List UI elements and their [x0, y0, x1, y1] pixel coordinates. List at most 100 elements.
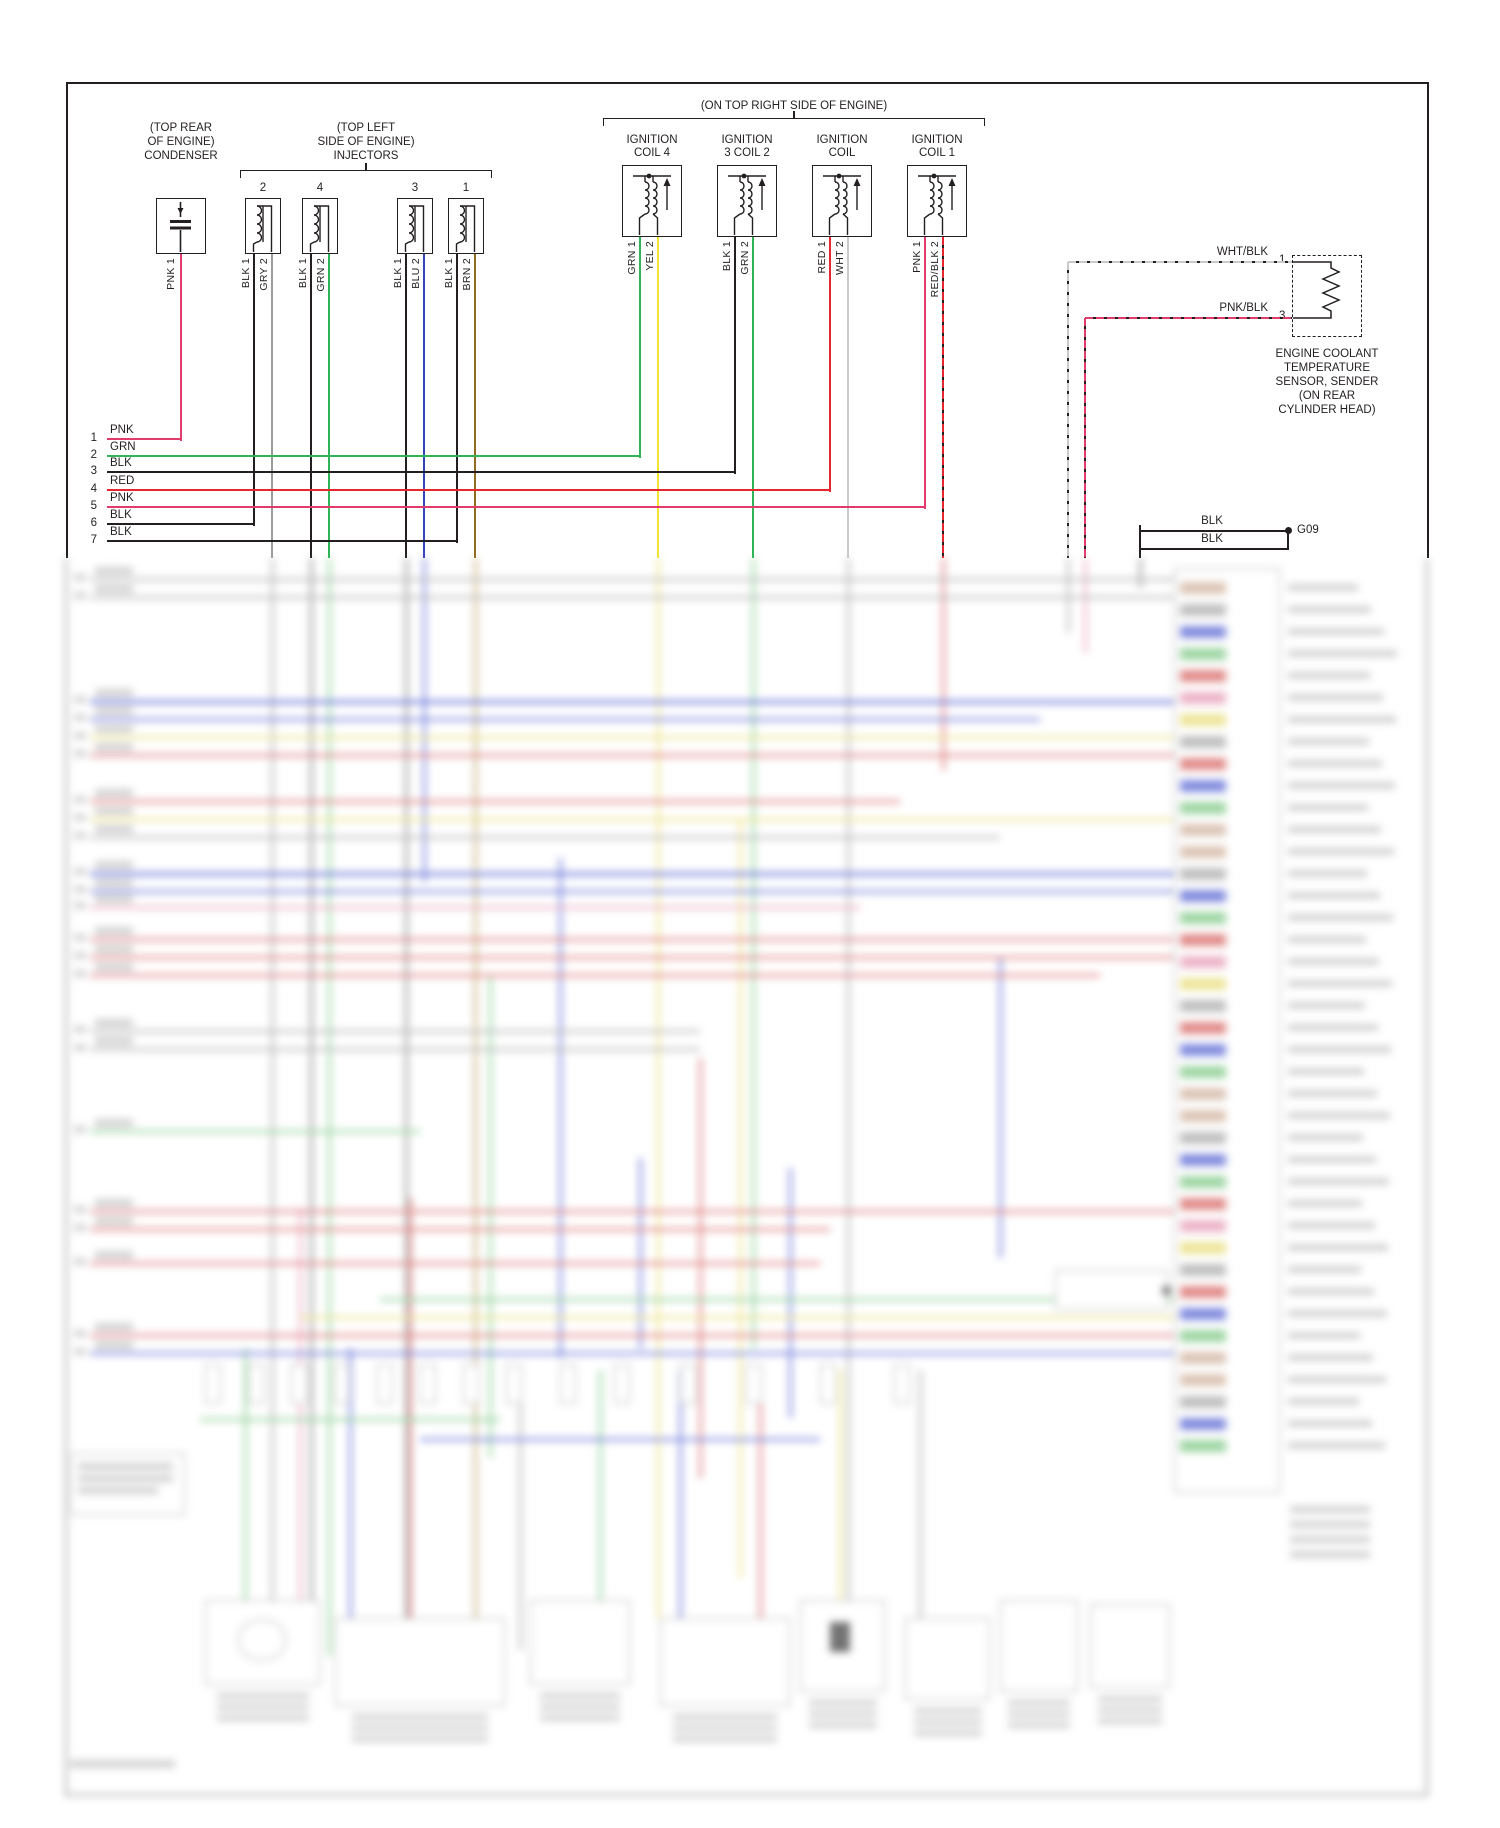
injectors-header-line3: INJECTORS	[333, 150, 399, 162]
blur-wire-label	[95, 585, 133, 593]
ground-bus	[1287, 530, 1290, 550]
blur-wire-h	[90, 906, 860, 909]
wire-wht	[846, 237, 850, 558]
row-color-label: GRN	[110, 441, 136, 453]
blur-pin-label	[1288, 848, 1394, 855]
condenser-location-line2: OF ENGINE)	[147, 136, 215, 148]
blur-component-box	[1090, 1604, 1170, 1688]
blur-wire-v	[404, 558, 408, 1664]
blur-wire-v	[678, 1370, 682, 1650]
blur-pin-label	[1288, 1398, 1359, 1405]
coil-pin1-label: BLK 1	[721, 241, 733, 272]
blur-wire-h	[380, 1298, 1174, 1301]
blur-row-number	[74, 714, 86, 721]
wire-blk	[455, 254, 459, 543]
blur-inline-connector	[894, 1364, 910, 1404]
row-number: 3	[90, 465, 97, 477]
coolant-wire2-pin: 3	[1279, 310, 1285, 323]
blur-note-line	[78, 1475, 173, 1482]
blur-ecm-note	[1290, 1521, 1370, 1528]
blur-wire-v	[788, 1168, 792, 1418]
blur-wire-h	[90, 956, 1174, 959]
blur-pin-label	[1288, 1442, 1385, 1449]
blur-pin-chip	[1180, 1198, 1226, 1210]
page-border-left	[66, 82, 68, 558]
blur-wire-label	[95, 895, 133, 903]
blur-row-number	[74, 1348, 86, 1355]
condenser-box	[156, 198, 206, 254]
blur-pin-chip	[1180, 802, 1226, 814]
blur-wire-label	[95, 707, 133, 715]
blur-row-number	[74, 1026, 86, 1033]
blur-inline-connector	[420, 1364, 436, 1404]
blur-wire-v	[941, 558, 945, 770]
blur-wire-h	[90, 754, 1174, 757]
blur-wire-label	[95, 1037, 133, 1045]
ignition-coil-icon	[633, 173, 671, 235]
blur-pin-label	[1288, 1002, 1365, 1009]
blur-wire-label	[95, 1199, 133, 1207]
blur-component-caption	[540, 1704, 620, 1710]
blur-row-number	[74, 750, 86, 757]
coil-name-line2: COIL 4	[633, 147, 671, 159]
row-color-label: RED	[110, 475, 135, 487]
blurred-lower-diagram-region	[0, 558, 1500, 1803]
injector-pin2-label: GRY 2	[258, 258, 270, 291]
blur-row-number	[74, 1044, 86, 1051]
blur-pin-label	[1288, 1244, 1388, 1251]
blur-component-detail	[238, 1620, 286, 1660]
wire-row-pnk	[107, 505, 926, 509]
row-number: 4	[90, 483, 97, 495]
blur-wire-v	[918, 1370, 922, 1650]
condenser-pin-label: PNK 1	[165, 258, 177, 290]
injector-number: 3	[411, 182, 419, 194]
blur-pin-label	[1288, 1266, 1361, 1273]
injector-pin1-label: BLK 1	[297, 258, 309, 289]
blur-wire-h	[90, 736, 1174, 739]
coolant-name-line2: TEMPERATURE	[1283, 362, 1371, 374]
blur-wire-label	[95, 1217, 133, 1225]
blur-inline-connector	[560, 1364, 576, 1404]
wire-blu	[422, 254, 426, 558]
blur-pin-label	[1288, 1046, 1391, 1053]
coolant-sensor-box	[1292, 255, 1362, 337]
blur-component-caption	[1098, 1696, 1162, 1702]
wire-row-blk	[107, 470, 736, 474]
blur-pin-label	[1288, 738, 1369, 745]
blur-wire-v	[1083, 558, 1087, 653]
blur-pin-chip	[1180, 1154, 1226, 1166]
blur-wire-v	[598, 1370, 602, 1650]
coolant-wire1-label: WHT/BLK	[1216, 246, 1268, 258]
blur-row-number	[74, 902, 86, 909]
blur-pin-label	[1288, 892, 1380, 899]
blur-row-number	[74, 886, 86, 893]
coolant-wire1-pin: 1	[1279, 254, 1285, 267]
blur-wire-h	[90, 596, 1174, 599]
coil-name-line1: IGNITION	[626, 134, 678, 146]
blur-component-caption	[913, 1708, 982, 1714]
injectors-brace	[240, 170, 492, 178]
blur-pin-chip	[1180, 1330, 1226, 1342]
blur-pin-label	[1288, 826, 1381, 833]
blur-pin-label	[1288, 1222, 1375, 1229]
blur-pin-chip	[1180, 1110, 1226, 1122]
blur-callout-box	[1055, 1270, 1167, 1310]
blur-wire-label	[95, 1341, 133, 1349]
blur-wire-h	[90, 818, 1174, 821]
blur-wire-h	[90, 800, 900, 803]
wire-row-red	[107, 488, 831, 492]
blur-pin-label	[1288, 1024, 1378, 1031]
blur-wire-v	[656, 558, 660, 1618]
blur-pin-label	[1288, 936, 1366, 943]
blur-row-number	[74, 1224, 86, 1231]
blur-row-number	[74, 934, 86, 941]
row-number: 1	[90, 432, 97, 444]
blur-inline-connector	[463, 1364, 479, 1404]
blur-pin-label	[1288, 1354, 1373, 1361]
ignition-coil-box	[717, 165, 777, 237]
blur-component-caption	[540, 1693, 620, 1699]
row-number: 6	[90, 517, 97, 529]
blur-pin-chip	[1180, 626, 1226, 638]
blur-pin-label	[1288, 1112, 1390, 1119]
blur-component-caption	[540, 1715, 620, 1721]
